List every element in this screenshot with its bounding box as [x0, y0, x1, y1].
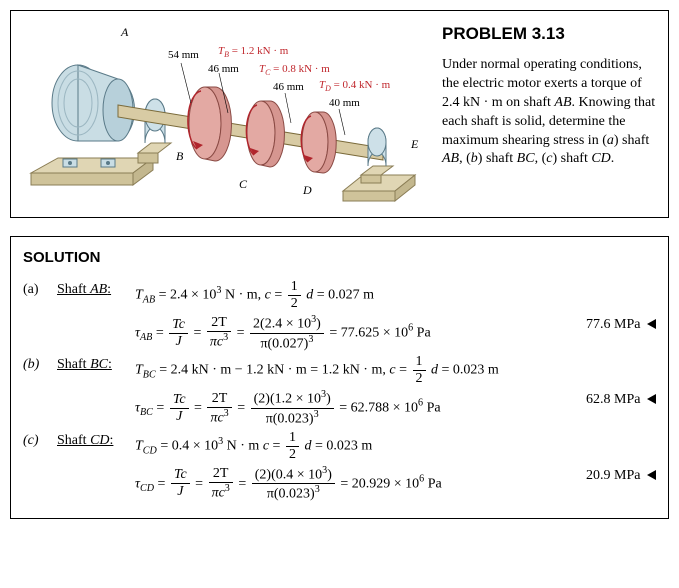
part-b-shaft: Shaft BC:: [57, 355, 135, 373]
problem-body: Under normal operating conditions, the e…: [442, 56, 656, 169]
point-d: D: [303, 183, 312, 198]
part-a-math1: TAB = 2.4 × 103 N · m, c = 12 d = 0.027 …: [135, 280, 560, 311]
part-b-answer: 62.8 MPa: [560, 390, 656, 408]
point-a: A: [121, 25, 128, 40]
torque-d-label: TD = 0.4 kN · m: [319, 79, 390, 93]
solution-panel: SOLUTION (a) Shaft AB: TAB = 2.4 × 103 N…: [10, 236, 669, 519]
part-b-math2: τBC = TcJ = 2Tπc3 = (2)(1.2 × 103)π(0.02…: [135, 390, 560, 426]
point-b: B: [176, 149, 183, 164]
dim-40: 40 mm: [329, 97, 360, 109]
dim-46a: 46 mm: [208, 63, 239, 75]
part-a-math2: τAB = TcJ = 2Tπc3 = 2(2.4 × 103)π(0.027)…: [135, 315, 560, 351]
dim-54: 54 mm: [168, 49, 199, 61]
part-a-shaft: Shaft AB:: [57, 280, 135, 298]
part-b-math1: TBC = 2.4 kN · m − 1.2 kN · m = 1.2 kN ·…: [135, 355, 560, 386]
point-e: E: [411, 137, 418, 152]
part-b-label: (b): [23, 355, 57, 373]
figure-area: 54 mm 46 mm 46 mm 40 mm TB = 1.2 kN · m …: [23, 23, 428, 205]
solution-title: SOLUTION: [23, 249, 656, 266]
answer-marker-icon: [647, 470, 656, 480]
problem-title: PROBLEM 3.13: [442, 23, 656, 46]
part-b-row1: (b) Shaft BC: TBC = 2.4 kN · m − 1.2 kN …: [23, 355, 656, 386]
part-a-row1: (a) Shaft AB: TAB = 2.4 × 103 N · m, c =…: [23, 280, 656, 311]
problem-text: PROBLEM 3.13 Under normal operating cond…: [442, 23, 656, 205]
answer-marker-icon: [647, 319, 656, 329]
part-c-shaft: Shaft CD:: [57, 431, 135, 449]
part-c-row2: τCD = TcJ = 2Tπc3 = (2)(0.4 × 103)π(0.02…: [23, 466, 656, 502]
part-a-label: (a): [23, 280, 57, 298]
part-c-answer: 20.9 MPa: [560, 466, 656, 484]
part-c-math2: τCD = TcJ = 2Tπc3 = (2)(0.4 × 103)π(0.02…: [135, 466, 560, 502]
part-c-label: (c): [23, 431, 57, 449]
point-c: C: [239, 177, 247, 192]
part-a-row2: τAB = TcJ = 2Tπc3 = 2(2.4 × 103)π(0.027)…: [23, 315, 656, 351]
answer-marker-icon: [647, 394, 656, 404]
part-c-row1: (c) Shaft CD: TCD = 0.4 × 103 N · m c = …: [23, 431, 656, 462]
torque-c-label: TC = 0.8 kN · m: [259, 63, 330, 77]
part-c-math1: TCD = 0.4 × 103 N · m c = 12 d = 0.023 m: [135, 431, 560, 462]
dim-46b: 46 mm: [273, 81, 304, 93]
part-a-answer: 77.6 MPa: [560, 315, 656, 333]
torque-b-label: TB = 1.2 kN · m: [218, 45, 288, 59]
problem-panel: 54 mm 46 mm 46 mm 40 mm TB = 1.2 kN · m …: [10, 10, 669, 218]
part-b-row2: τBC = TcJ = 2Tπc3 = (2)(1.2 × 103)π(0.02…: [23, 390, 656, 426]
